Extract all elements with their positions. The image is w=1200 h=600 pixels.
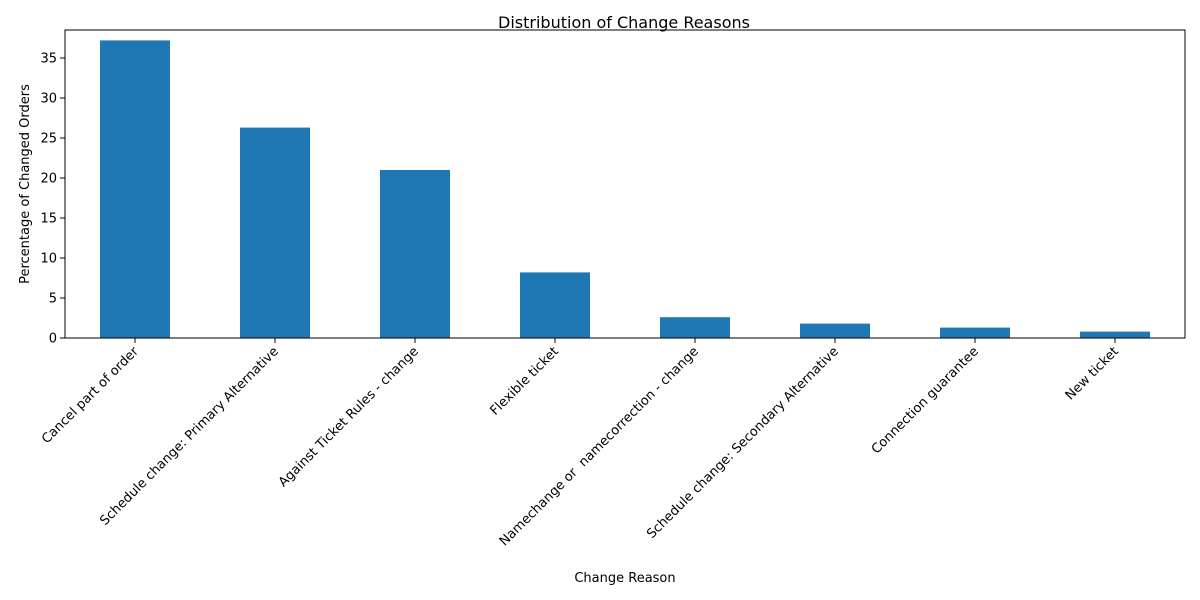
- y-tick-label-5: 25: [40, 132, 57, 147]
- y-tick-label-7: 35: [40, 52, 57, 67]
- x-tick-label-1: Schedule change: Primary Alternative: [97, 344, 281, 528]
- x-axis-label: Change Reason: [574, 571, 675, 586]
- bar-1: [240, 127, 310, 338]
- y-tick-label-6: 30: [40, 92, 57, 107]
- x-tick-label-6: Connection guarantee: [869, 344, 982, 457]
- y-axis: 0 5 10 15 20 25 30 35: [40, 52, 65, 347]
- bar-4: [660, 317, 730, 338]
- bar-3: [520, 272, 590, 338]
- bar-7: [1080, 331, 1150, 338]
- plot-frame: [64, 29, 1186, 339]
- y-tick-label-1: 5: [49, 292, 57, 307]
- bar-2: [380, 170, 450, 338]
- bar-5: [800, 323, 870, 338]
- y-axis-label: Percentage of Changed Orders: [18, 84, 33, 284]
- x-tick-label-7: New ticket: [1063, 344, 1122, 403]
- y-tick-label-2: 10: [40, 252, 57, 267]
- x-tick-label-3: Flexible ticket: [487, 344, 561, 418]
- bar-6: [940, 327, 1010, 338]
- chart-title: Distribution of Change Reasons: [498, 13, 750, 32]
- y-tick-label-3: 15: [40, 212, 57, 227]
- y-tick-label-0: 0: [49, 332, 57, 347]
- bars-group: [100, 40, 1150, 339]
- x-tick-label-2: Against Ticket Rules - change: [276, 344, 422, 490]
- y-tick-label-4: 20: [40, 172, 57, 187]
- x-tick-label-0: Cancel part of order: [39, 344, 142, 447]
- bar-0: [100, 40, 170, 339]
